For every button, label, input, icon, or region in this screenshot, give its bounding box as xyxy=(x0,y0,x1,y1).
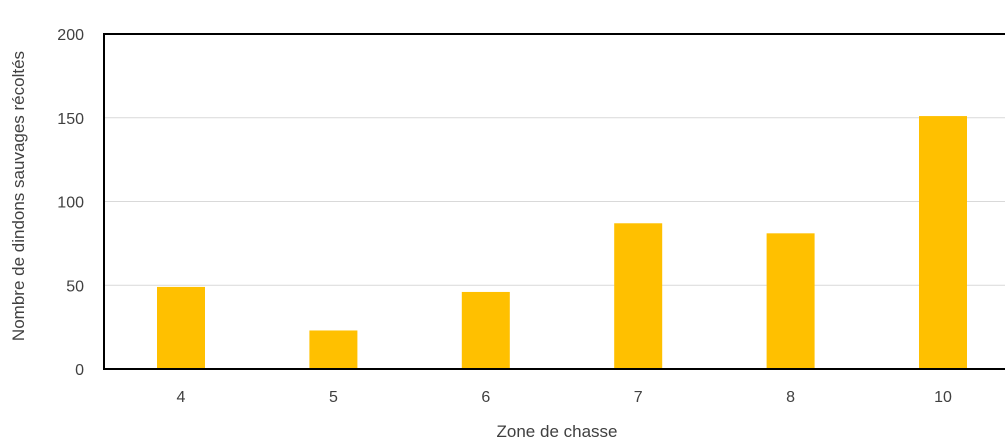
plot-frame xyxy=(103,33,1005,370)
bar-zone-7 xyxy=(614,223,663,369)
x-tick-label: 10 xyxy=(934,389,952,406)
bar-zone-10 xyxy=(919,116,967,369)
x-tick-label: 8 xyxy=(786,389,795,406)
y-tick-label: 200 xyxy=(57,27,84,44)
y-axis-title: Nombre de dindons sauvages récoltés xyxy=(9,51,28,341)
x-tick-label: 7 xyxy=(634,389,643,406)
y-tick-labels: 0 50 100 150 200 xyxy=(57,27,84,379)
y-tick-label: 150 xyxy=(57,111,84,128)
bar-zone-4 xyxy=(157,286,205,369)
bar-zone-8 xyxy=(766,233,815,369)
gridlines xyxy=(104,117,1005,286)
bar-zone-6 xyxy=(461,291,510,369)
y-tick-label: 100 xyxy=(57,195,84,212)
x-tick-label: 6 xyxy=(481,389,490,406)
y-tick-label: 0 xyxy=(75,362,84,379)
x-tick-label: 4 xyxy=(177,389,186,406)
bar-zone-5 xyxy=(309,330,358,369)
x-tick-label: 5 xyxy=(329,389,338,406)
x-axis-title: Zone de chasse xyxy=(497,422,618,441)
y-tick-label: 50 xyxy=(66,278,84,295)
x-tick-labels: 4 5 6 7 8 10 xyxy=(177,389,952,406)
bars xyxy=(157,116,967,369)
